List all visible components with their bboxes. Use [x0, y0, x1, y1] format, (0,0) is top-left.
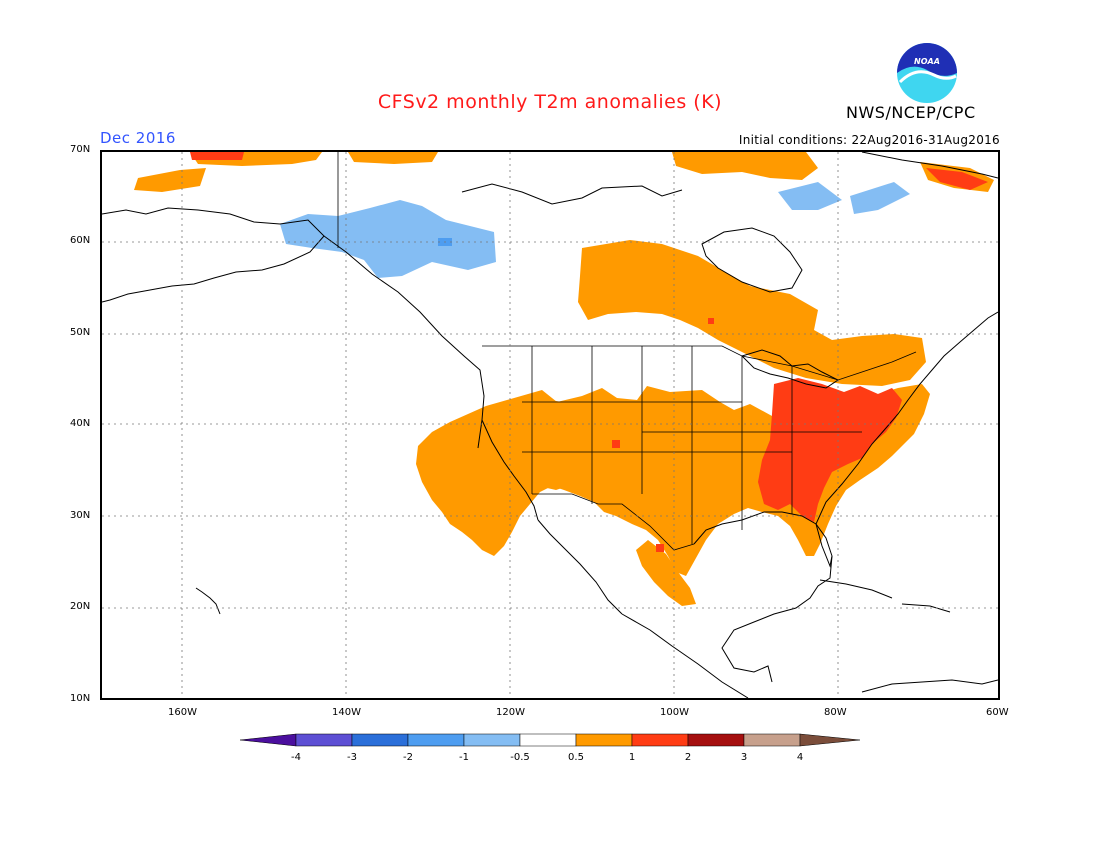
state-lines [522, 346, 862, 544]
alaska-coast [102, 207, 325, 303]
colorbar-label-10: 4 [796, 752, 804, 763]
colorbar-label-8: 2 [684, 752, 692, 763]
colorbar-label-5: -0.5 [510, 752, 530, 763]
colorbar-bin-5 [519, 733, 577, 747]
lon-label-140w: 140W [332, 707, 361, 718]
lat-label-50n: 50N [70, 327, 91, 338]
colorbar-bin-9 [743, 733, 801, 747]
hot-cell-utah [612, 440, 620, 448]
colorbar-bin-7 [631, 733, 689, 747]
hot-region-southeast [758, 378, 902, 522]
cool-region-yukon [280, 200, 496, 278]
lat-label-30n: 30N [70, 510, 91, 521]
hudson-bay [701, 227, 803, 293]
hispaniola [901, 603, 951, 613]
florida [815, 523, 833, 568]
colorbar-label-7: 1 [628, 752, 636, 763]
pacific-coast-canada [323, 235, 485, 449]
us-canada-border [482, 345, 917, 381]
map-frame [100, 150, 1000, 700]
lon-label-80w: 80W [824, 707, 847, 718]
mexico-pacific-coast [621, 613, 749, 698]
month-label: Dec 2016 [100, 129, 176, 147]
warm-anomaly-layer [134, 152, 994, 606]
greenland-coast [861, 152, 998, 179]
colorbar-bin-1 [295, 733, 353, 747]
map-title: CFSv2 monthly T2m anomalies (K) [377, 91, 723, 113]
lon-label-120w: 120W [496, 707, 525, 718]
strong-warm-anomaly-layer [190, 152, 988, 552]
colorbar-label-6: 0.5 [568, 752, 584, 763]
lat-label-60n: 60N [70, 235, 91, 246]
colorbar-bin-8 [687, 733, 745, 747]
agency-label: NWS/NCEP/CPC [846, 103, 976, 122]
lon-label-60w: 60W [986, 707, 1009, 718]
lat-label-70n: 70N [70, 144, 91, 155]
cool-anomaly-layer [280, 182, 910, 278]
pacific-coast-us [481, 419, 539, 521]
cool-region-baffin [778, 182, 842, 210]
colorbar-label-4: -1 [459, 752, 469, 763]
lat-label-20n: 20N [70, 601, 91, 612]
warm-region-mexico [636, 540, 696, 606]
colorbar-max-arrow [799, 733, 860, 747]
warm-region-arctic [672, 152, 818, 180]
colorbar-label-1: -4 [291, 752, 301, 763]
caribbean-cuba [819, 579, 893, 599]
lon-label-100w: 100W [660, 707, 689, 718]
arctic-islands [461, 183, 683, 205]
hawaii [195, 587, 221, 615]
warm-region-alaska [134, 168, 206, 192]
atlantic-coast [815, 311, 998, 525]
hot-region-north [190, 152, 244, 160]
lat-label-40n: 40N [70, 418, 91, 429]
graticule [102, 152, 998, 698]
warm-region-canada [578, 240, 926, 386]
warm-region-west [494, 400, 594, 490]
colorbar-bin-3 [407, 733, 465, 747]
baja-coast [537, 519, 623, 615]
hot-cell-ontario [708, 318, 714, 324]
colorbar-bin-4 [463, 733, 521, 747]
anomaly-map [102, 152, 998, 698]
logo-text: NOAA [914, 57, 940, 66]
colorbar-bin-2 [351, 733, 409, 747]
hot-region-greenland [926, 168, 988, 190]
colorbar [240, 733, 860, 747]
lat-label-10n: 10N [70, 693, 91, 704]
colorbar-bin-6 [575, 733, 633, 747]
colorbar-label-9: 3 [740, 752, 748, 763]
border-layer [337, 152, 917, 551]
initial-conditions-label: Initial conditions: 22Aug2016-31Aug2016 [738, 133, 1000, 147]
noaa-logo: NOAA [897, 43, 957, 103]
lon-label-160w: 160W [168, 707, 197, 718]
south-america-coast [861, 679, 998, 693]
hot-cell-mexico [656, 544, 664, 552]
warm-region-north [348, 152, 438, 164]
cool-region-labrador [850, 182, 910, 214]
colorbar-label-2: -3 [347, 752, 357, 763]
colorbar-min-arrow [240, 733, 297, 747]
colorbar-label-3: -2 [403, 752, 413, 763]
gulf-coast [693, 511, 833, 683]
